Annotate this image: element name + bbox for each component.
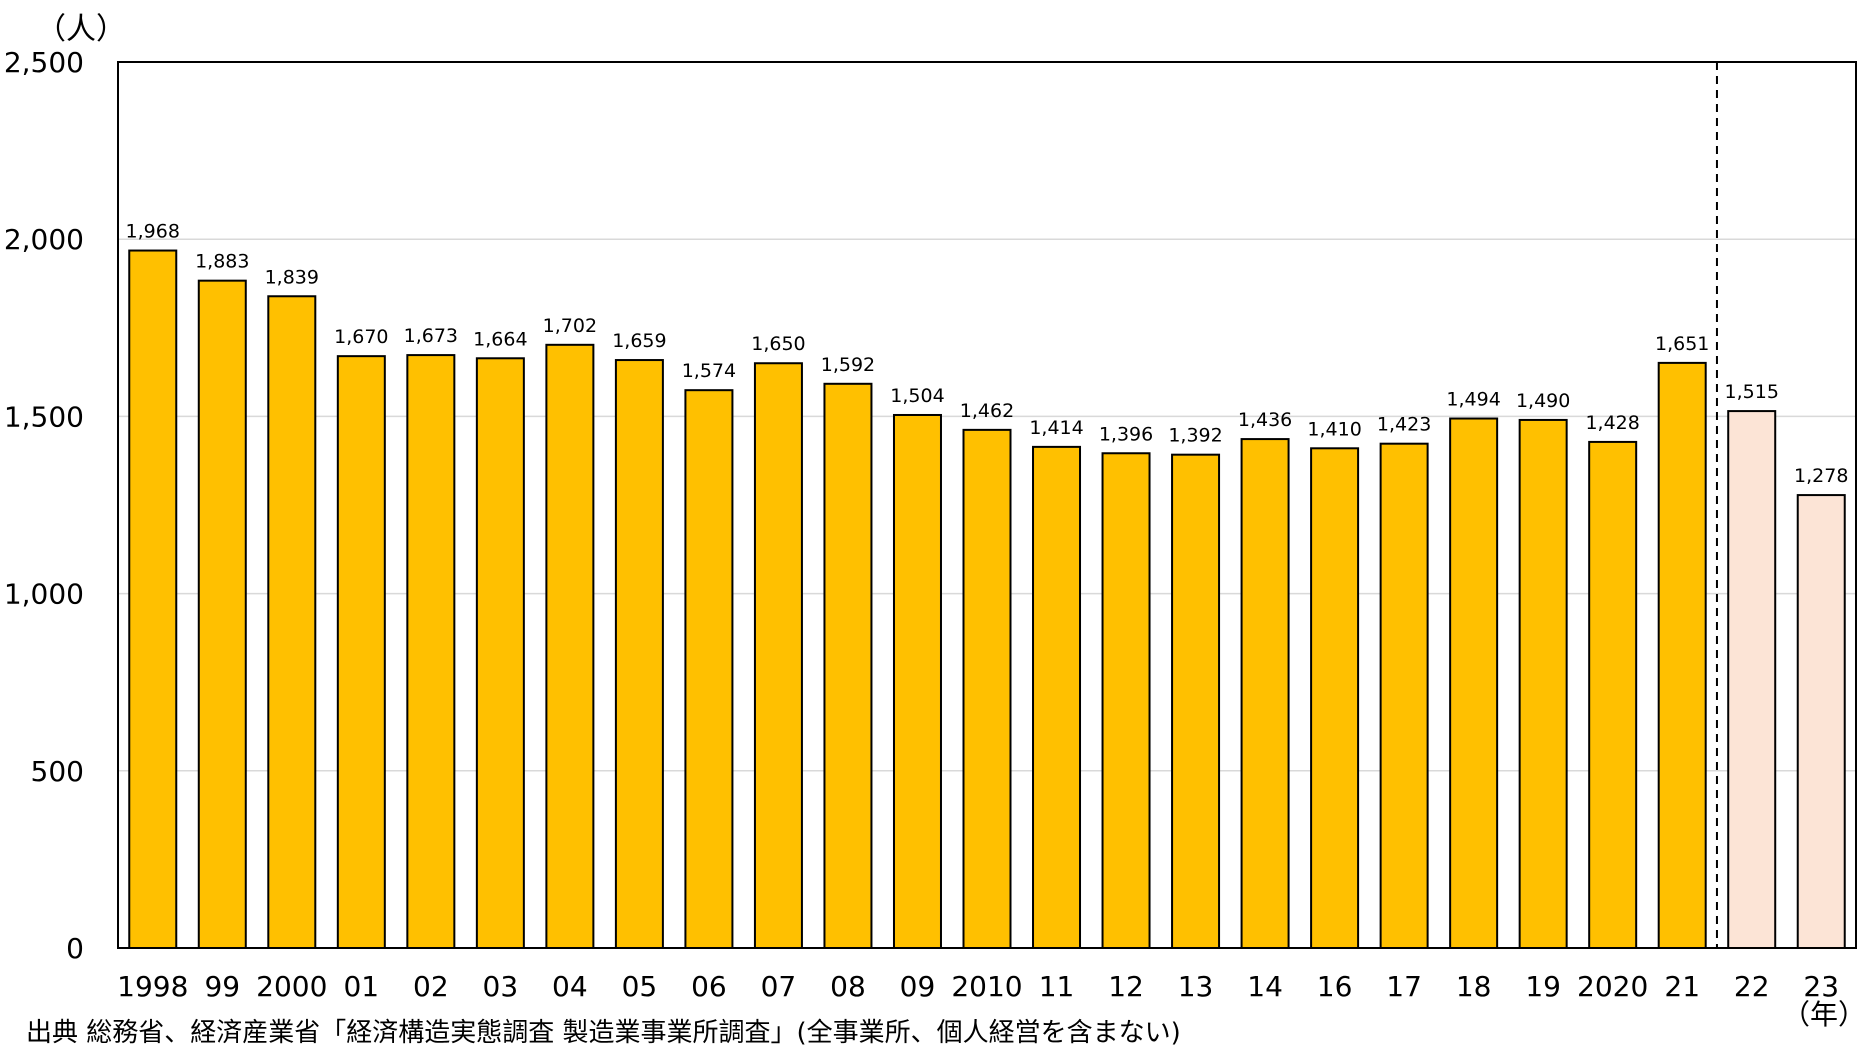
x-tick-label: 02 — [413, 970, 449, 1003]
value-label: 1,436 — [1238, 409, 1292, 431]
x-tick-label: 04 — [552, 970, 588, 1003]
value-labels: 1,968 1,883 1,839 1,670 1,673 1,664 1,702 1,659… — [126, 221, 1849, 488]
value-label: 1,278 — [1794, 465, 1848, 487]
x-tick-label: 14 — [1247, 970, 1283, 1003]
x-tick-label: 01 — [343, 970, 379, 1003]
value-label: 1,410 — [1307, 418, 1361, 440]
x-tick-label: 05 — [622, 970, 658, 1003]
y-tick-label: 2,500 — [4, 46, 84, 79]
bar — [1588, 440, 1638, 949]
value-label: 1,490 — [1516, 390, 1570, 412]
value-label: 1,515 — [1725, 381, 1779, 403]
bar — [406, 354, 456, 949]
bar — [892, 413, 942, 949]
x-tick-label: 99 — [204, 970, 240, 1003]
x-tick-label: 23 — [1803, 970, 1839, 1003]
x-tick-label: 21 — [1664, 970, 1700, 1003]
y-tick-label: 0 — [66, 932, 84, 965]
bar — [1727, 410, 1777, 950]
value-label: 1,396 — [1099, 423, 1153, 445]
value-label: 1,651 — [1655, 333, 1709, 355]
bar — [267, 295, 317, 949]
y-tick-labels: 0 500 1,000 1,500 2,000 2,500 — [4, 46, 84, 965]
bar — [823, 382, 873, 949]
bar — [128, 249, 178, 950]
value-label: 1,673 — [404, 325, 458, 347]
x-tick-label: 22 — [1734, 970, 1770, 1003]
value-label: 1,702 — [543, 315, 597, 337]
value-label: 1,883 — [195, 251, 249, 273]
bar — [684, 389, 734, 950]
bar — [1379, 442, 1429, 949]
x-tick-label: 03 — [483, 970, 519, 1003]
bar — [1657, 361, 1707, 949]
axes — [117, 61, 1857, 949]
bar — [1796, 494, 1846, 949]
x-tick-label: 16 — [1317, 970, 1353, 1003]
x-tick-label: 11 — [1039, 970, 1075, 1003]
value-label: 1,414 — [1029, 417, 1083, 439]
value-label: 1,423 — [1377, 414, 1431, 436]
plot-frame — [117, 61, 1857, 949]
value-label: 1,659 — [612, 330, 666, 352]
x-tick-label: 06 — [691, 970, 727, 1003]
bar — [1101, 452, 1151, 949]
x-tick-label: 08 — [830, 970, 866, 1003]
x-tick-label: 2000 — [256, 970, 327, 1003]
bar — [1171, 453, 1221, 949]
y-tick-label: 2,000 — [4, 223, 84, 256]
bar — [614, 359, 664, 949]
y-tick-label: 1,000 — [4, 578, 84, 611]
value-label: 1,592 — [821, 354, 875, 376]
x-tick-label: 2010 — [951, 970, 1022, 1003]
value-label: 1,968 — [126, 221, 180, 243]
y-tick-label: 1,500 — [4, 400, 84, 433]
x-tick-label: 09 — [900, 970, 936, 1003]
x-axis-unit: （年） — [1782, 998, 1860, 1031]
bar — [1310, 447, 1360, 949]
x-tick-label: 12 — [1108, 970, 1144, 1003]
x-tick-label: 2020 — [1577, 970, 1648, 1003]
bar — [1449, 417, 1499, 949]
bar — [336, 355, 386, 950]
bar — [1240, 438, 1290, 949]
value-label: 1,574 — [682, 360, 736, 382]
x-tick-label: 18 — [1456, 970, 1492, 1003]
x-tick-labels: 1998 99 2000 01 02 03 04 05 06 07 08 09 2010 11 12 13 14… — [117, 970, 1839, 1003]
value-label: 1,650 — [751, 333, 805, 355]
x-tick-label: 17 — [1386, 970, 1422, 1003]
bar — [962, 428, 1012, 949]
y-tick-label: 500 — [31, 755, 84, 788]
bar — [475, 357, 525, 950]
value-label: 1,839 — [265, 266, 319, 288]
x-tick-label: 13 — [1178, 970, 1214, 1003]
bar — [197, 279, 247, 949]
value-label: 1,504 — [890, 385, 944, 407]
bar — [1032, 445, 1082, 949]
x-tick-label: 1998 — [117, 970, 188, 1003]
y-axis-unit: （人） — [36, 12, 126, 47]
bar — [545, 343, 595, 949]
bars — [128, 249, 1846, 950]
x-tick-label: 07 — [761, 970, 797, 1003]
value-label: 1,428 — [1585, 412, 1639, 434]
value-label: 1,462 — [960, 400, 1014, 422]
value-label: 1,670 — [334, 326, 388, 348]
bar — [1518, 418, 1568, 950]
bar — [753, 362, 803, 949]
value-label: 1,664 — [473, 328, 527, 350]
source-note: 出典 総務省、経済産業省「経済構造実態調査 製造業事業所調査」(全事業所、個人経… — [26, 1018, 1181, 1048]
x-tick-label: 19 — [1525, 970, 1561, 1003]
value-label: 1,392 — [1168, 425, 1222, 447]
value-label: 1,494 — [1446, 389, 1500, 411]
